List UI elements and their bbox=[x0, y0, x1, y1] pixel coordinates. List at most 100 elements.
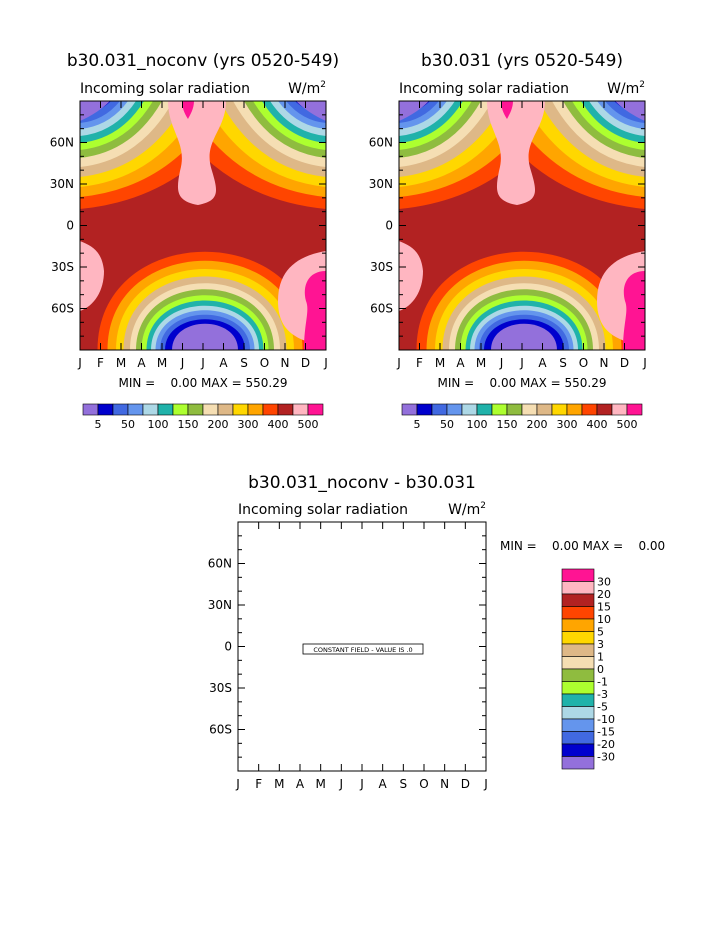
contour-band bbox=[296, 101, 326, 121]
colorbar-swatch bbox=[536, 403, 553, 416]
stats-label: MIN = 0.00 MAX = 550.29 bbox=[119, 376, 288, 390]
x-tick-label: J bbox=[359, 777, 364, 791]
x-tick-label: J bbox=[77, 356, 82, 370]
contour-band bbox=[399, 241, 423, 311]
x-tick-label: J bbox=[235, 777, 240, 791]
colorbar-label: 0 bbox=[597, 663, 604, 676]
colorbar-swatch bbox=[232, 403, 249, 416]
colorbar-swatch bbox=[561, 693, 595, 707]
colorbar-swatch bbox=[581, 403, 598, 416]
colorbar-swatch bbox=[561, 581, 595, 595]
colorbar-label: 150 bbox=[178, 418, 199, 431]
x-tick-label: J bbox=[483, 777, 488, 791]
colorbar-label: 50 bbox=[440, 418, 454, 431]
contour-band bbox=[399, 101, 429, 121]
y-tick-label: 60S bbox=[51, 302, 74, 316]
contour-band bbox=[491, 323, 557, 350]
contour-band bbox=[80, 241, 104, 311]
x-tick-label: A bbox=[219, 356, 228, 370]
colorbar-swatch bbox=[127, 403, 144, 416]
contour-band bbox=[80, 101, 110, 121]
colorbar-swatch bbox=[561, 656, 595, 670]
y-tick-label: 60N bbox=[208, 557, 232, 571]
x-tick-label: A bbox=[538, 356, 547, 370]
colorbar-label: 3 bbox=[597, 638, 604, 651]
colorbar-swatch bbox=[172, 403, 189, 416]
y-tick-label: 0 bbox=[224, 640, 232, 654]
x-tick-label: O bbox=[579, 356, 588, 370]
colorbar: 5 50 100 150 200 300 400 500 bbox=[82, 403, 324, 431]
colorbar-label: 5 bbox=[414, 418, 421, 431]
colorbar-swatch bbox=[217, 403, 234, 416]
colorbar-swatch bbox=[596, 403, 613, 416]
panel-subtitle: Incoming solar radiation bbox=[399, 81, 569, 97]
panel-noconv: b30.031_noconv (yrs 0520-549) Incoming s… bbox=[50, 51, 339, 431]
colorbar-swatch bbox=[187, 403, 204, 416]
colorbar-swatch bbox=[506, 403, 523, 416]
colorbar-label: 5 bbox=[95, 418, 102, 431]
x-tick-label: J bbox=[642, 356, 647, 370]
x-tick-label: M bbox=[116, 356, 126, 370]
y-tick-label: 60S bbox=[209, 723, 232, 737]
x-tick-label: A bbox=[296, 777, 305, 791]
colorbar-swatch bbox=[561, 731, 595, 745]
colorbar-swatch bbox=[142, 403, 159, 416]
contour-band bbox=[172, 323, 238, 350]
stats-label: MIN = 0.00 MAX = 0.00 bbox=[500, 539, 665, 553]
x-tick-label: J bbox=[339, 777, 344, 791]
colorbar-swatch bbox=[561, 606, 595, 620]
colorbar-swatch bbox=[561, 618, 595, 632]
panel-difference: b30.031_noconv - b30.031 Incoming solar … bbox=[208, 473, 665, 791]
colorbar-swatch bbox=[561, 743, 595, 757]
x-tick-label: J bbox=[200, 356, 205, 370]
x-tick-label: J bbox=[180, 356, 185, 370]
contour-band bbox=[623, 271, 645, 350]
x-tick-label: O bbox=[260, 356, 269, 370]
y-tick-label: 30N bbox=[369, 177, 393, 191]
x-tick-label: M bbox=[315, 777, 325, 791]
colorbar-label: 150 bbox=[497, 418, 518, 431]
colorbar: 5 50 100 150 200 300 400 500 bbox=[401, 403, 643, 431]
colorbar-swatch bbox=[561, 631, 595, 645]
x-tick-label: N bbox=[440, 777, 449, 791]
colorbar-swatch bbox=[561, 706, 595, 720]
colorbar-swatch bbox=[626, 403, 643, 416]
colorbar-label: -30 bbox=[597, 751, 615, 764]
colorbar-swatch bbox=[561, 668, 595, 682]
colorbar-swatch bbox=[566, 403, 583, 416]
units-label: W/m2 bbox=[448, 501, 486, 518]
colorbar-label: 500 bbox=[298, 418, 319, 431]
x-tick-label: D bbox=[461, 777, 470, 791]
x-tick-label: A bbox=[137, 356, 146, 370]
y-tick-label: 60N bbox=[50, 136, 74, 150]
x-tick-label: S bbox=[240, 356, 248, 370]
colorbar-swatch bbox=[561, 568, 595, 582]
colorbar-swatch bbox=[262, 403, 279, 416]
contour-field bbox=[80, 101, 326, 350]
colorbar-swatch bbox=[491, 403, 508, 416]
x-tick-label: A bbox=[456, 356, 465, 370]
x-tick-label: S bbox=[400, 777, 408, 791]
y-tick-label: 30S bbox=[370, 260, 393, 274]
x-tick-label: F bbox=[255, 777, 262, 791]
x-tick-label: N bbox=[600, 356, 609, 370]
colorbar-swatch bbox=[446, 403, 463, 416]
colorbar-swatch bbox=[561, 718, 595, 732]
colorbar-swatch bbox=[561, 643, 595, 657]
x-tick-label: J bbox=[396, 356, 401, 370]
x-tick-label: D bbox=[301, 356, 310, 370]
colorbar-label: 15 bbox=[597, 601, 611, 614]
x-tick-label: F bbox=[97, 356, 104, 370]
colorbar-swatch bbox=[461, 403, 478, 416]
x-tick-label: M bbox=[274, 777, 284, 791]
panel-control: b30.031 (yrs 0520-549) Incoming solar ra… bbox=[369, 51, 647, 431]
x-tick-label: M bbox=[435, 356, 445, 370]
panel-subtitle: Incoming solar radiation bbox=[238, 502, 408, 518]
contour-band bbox=[501, 101, 513, 119]
colorbar-label: -10 bbox=[597, 713, 615, 726]
colorbar-swatch bbox=[476, 403, 493, 416]
colorbar-label: 500 bbox=[617, 418, 638, 431]
